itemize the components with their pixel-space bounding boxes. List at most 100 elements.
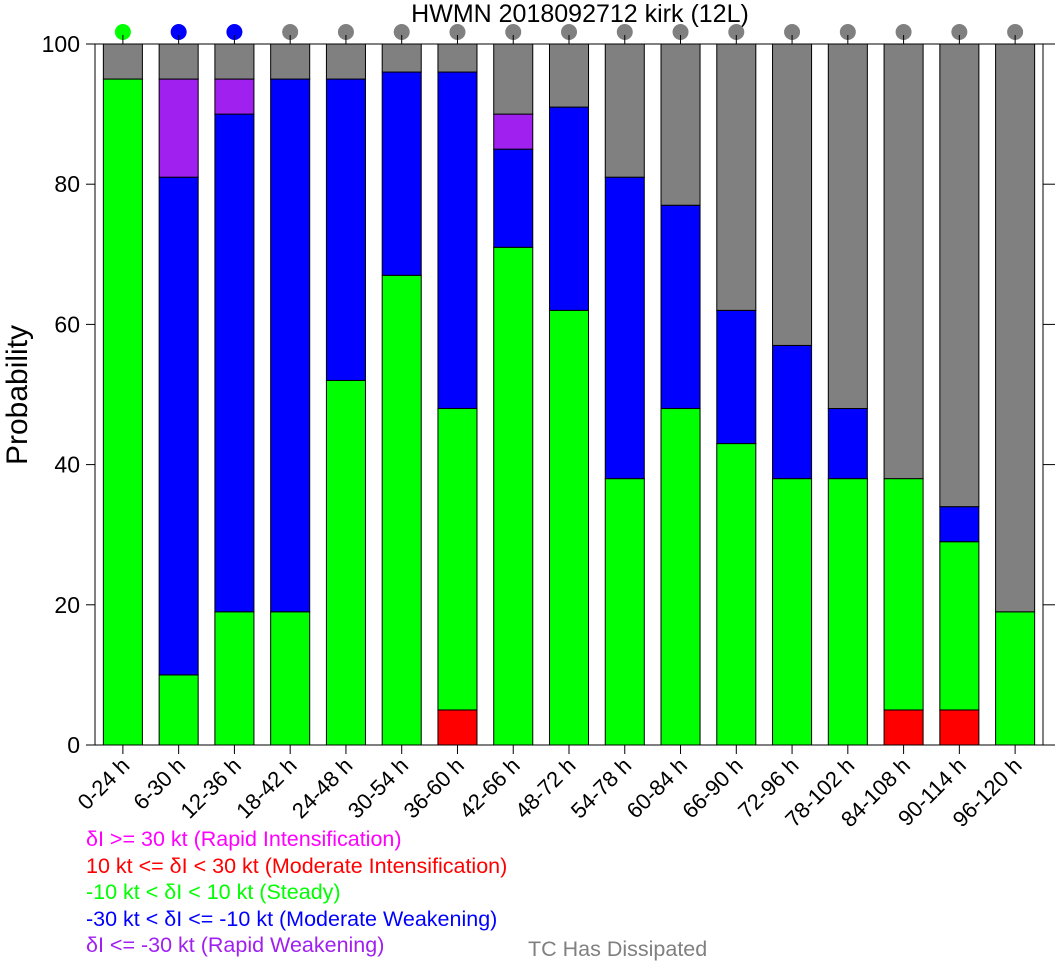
bar-segment-mw xyxy=(772,344,813,480)
status-dot xyxy=(672,24,689,40)
bar-segment-dissipated xyxy=(716,43,757,311)
bar-segment-steady xyxy=(939,541,980,711)
bar-segment-dissipated xyxy=(437,43,478,73)
bars-layer xyxy=(102,43,1036,746)
legend-rapid-intensification: δI >= 30 kt (Rapid Intensification) xyxy=(86,827,402,851)
bar-segment-steady xyxy=(493,246,534,746)
y-axis: 0 20 40 60 80 100 xyxy=(42,31,1055,758)
x-tick-label: 18-42 h xyxy=(231,753,301,823)
legend: δI >= 30 kt (Rapid Intensification) 10 k… xyxy=(86,826,507,959)
legend-moderate-weakening: -30 kt < δI <= -10 kt (Moderate Weakenin… xyxy=(86,906,498,931)
y-tick-label: 80 xyxy=(54,171,80,197)
bar-segment-steady xyxy=(437,408,478,711)
bar-segment-dissipated xyxy=(772,43,813,346)
x-tick-label: 48-72 h xyxy=(510,753,580,823)
status-dot xyxy=(895,24,912,40)
status-dot xyxy=(728,24,745,40)
bar-segment-steady xyxy=(772,478,813,746)
status-dot xyxy=(561,24,577,40)
bar-segment-steady xyxy=(827,478,868,746)
bar-segment-mw xyxy=(158,176,199,676)
bar-segment-mw xyxy=(827,408,868,480)
status-dot xyxy=(170,24,187,40)
bar-segment-mw xyxy=(270,78,311,613)
y-tick-label: 40 xyxy=(54,452,80,478)
bar-segment-dissipated xyxy=(660,43,701,206)
bar-segment-mw xyxy=(548,106,590,311)
bar-segment-mw xyxy=(604,176,645,480)
x-tick-label: 60-84 h xyxy=(622,753,692,823)
bar-segment-dissipated xyxy=(493,43,534,115)
x-tick-label: 30-54 h xyxy=(343,753,413,823)
y-axis-label: Probability xyxy=(1,325,34,465)
status-dot xyxy=(337,24,354,40)
status-dots-layer xyxy=(114,24,1024,40)
x-tick-label: 24-48 h xyxy=(287,753,357,823)
bar-segment-rw xyxy=(214,78,255,115)
bar-segment-mw xyxy=(325,78,366,381)
status-dot xyxy=(784,24,801,40)
bar-segment-rw xyxy=(493,113,534,150)
status-dot xyxy=(951,24,968,40)
bar-segment-steady xyxy=(270,611,311,746)
x-tick-label: 12-36 h xyxy=(176,753,246,823)
bar-segment-mw xyxy=(939,506,980,543)
legend-steady: -10 kt < δI < 10 kt (Steady) xyxy=(86,880,341,904)
status-dot xyxy=(282,24,299,40)
status-dot xyxy=(839,24,856,40)
bar-segment-steady xyxy=(158,674,199,746)
status-dot xyxy=(226,24,243,40)
bar-segment-steady xyxy=(381,274,422,746)
y-tick-label: 60 xyxy=(54,311,80,337)
bar-segment-mw xyxy=(716,309,757,445)
bar-segment-dissipated xyxy=(604,43,645,178)
status-dot xyxy=(1007,24,1024,40)
bar-segment-steady xyxy=(102,78,143,746)
x-tick-label: 36-60 h xyxy=(399,753,469,823)
x-tick-label: 54-78 h xyxy=(566,753,636,823)
bar-segment-dissipated xyxy=(381,43,422,73)
legend-rapid-weakening: δI <= -30 kt (Rapid Weakening) xyxy=(86,933,385,957)
status-dot xyxy=(114,24,131,40)
bar-segment-steady xyxy=(604,478,645,746)
bar-segment-steady xyxy=(883,478,924,711)
status-dot xyxy=(449,24,466,40)
bar-segment-rw xyxy=(158,78,199,178)
bar-segment-mw xyxy=(381,71,422,276)
bar-segment-mw xyxy=(493,148,534,248)
x-tick-label: 66-90 h xyxy=(677,753,747,823)
x-tick-label: 0-24 h xyxy=(73,753,135,815)
status-dot xyxy=(393,24,410,40)
bar-segment-steady xyxy=(325,379,366,746)
bar-segment-dissipated xyxy=(939,43,980,508)
y-tick-label: 100 xyxy=(42,31,80,57)
bar-segment-dissipated xyxy=(270,43,311,80)
bar-segment-dissipated xyxy=(995,43,1036,613)
bar-segment-mw xyxy=(660,204,701,410)
y-tick-label: 0 xyxy=(67,732,80,758)
x-tick-label: 42-66 h xyxy=(454,753,524,823)
status-dot xyxy=(616,24,633,40)
y-tick-label: 20 xyxy=(54,592,80,618)
bar-segment-steady xyxy=(548,309,590,746)
status-dot xyxy=(505,24,522,40)
bar-segment-steady xyxy=(716,443,757,746)
chart-title: HWMN 2018092712 kirk (12L) xyxy=(411,0,749,28)
bar-segment-steady xyxy=(995,611,1036,746)
bar-segment-mi xyxy=(883,709,924,746)
legend-dissipated: TC Has Dissipated xyxy=(528,937,708,961)
legend-moderate-intensification: 10 kt <= δI < 30 kt (Moderate Intensific… xyxy=(86,853,508,878)
bar-segment-steady xyxy=(214,611,255,746)
bar-segment-dissipated xyxy=(883,43,924,480)
bar-segment-mi xyxy=(437,709,478,746)
bar-segment-dissipated xyxy=(325,43,366,80)
bar-segment-dissipated xyxy=(158,43,199,80)
bar-segment-dissipated xyxy=(548,43,590,108)
bar-segment-mi xyxy=(939,709,980,746)
bar-segment-mw xyxy=(437,71,478,410)
bar-segment-dissipated xyxy=(827,43,868,410)
bar-segment-dissipated xyxy=(102,43,143,80)
bar-segment-dissipated xyxy=(214,43,255,80)
bar-segment-steady xyxy=(660,408,701,746)
